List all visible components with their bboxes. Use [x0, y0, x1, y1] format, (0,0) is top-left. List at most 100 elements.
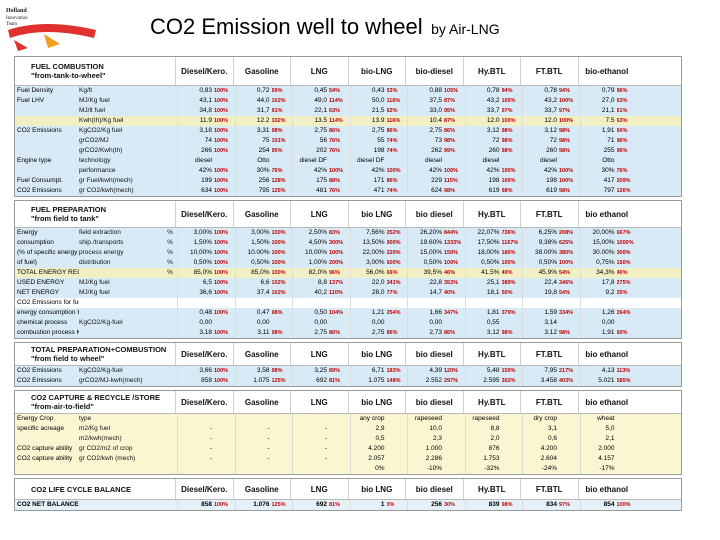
table-cell: 1,59 334% [522, 308, 580, 318]
cell-percent: 63% [616, 118, 628, 124]
cell-value: 22,07% [477, 229, 500, 236]
section-header: CO2 CAPTURE & RECYCLE /STORE "from-air-to… [15, 391, 681, 414]
table-cell: 2.000 [579, 444, 638, 454]
cell-value: 0,83 [199, 87, 212, 94]
cell-percent: 100% [214, 230, 229, 236]
cell-value: 85,0% [251, 269, 270, 276]
cell-value: 797 [603, 187, 615, 194]
cell-percent [617, 424, 637, 434]
cell-percent: 341% [386, 280, 401, 286]
table-cell: 0,79 96% [579, 86, 638, 96]
table-cell: 0,45 54% [292, 86, 350, 96]
cell-value: 634 [201, 187, 212, 194]
cell-percent: 98% [501, 128, 513, 134]
cell-percent: 200% [329, 260, 344, 266]
page-title: CO2 Emission well to wheel by Air-LNG [150, 14, 710, 40]
cell-percent: 94% [559, 88, 571, 94]
table-cell: 1,66 347% [407, 308, 465, 318]
column-header: bio-LNG [347, 57, 406, 85]
row-label: gr CO2/kwh (mech) [79, 455, 136, 462]
table-cell: 12.0 100% [522, 116, 580, 126]
cell-value: 481 [316, 187, 327, 194]
cell-percent: 100% [559, 260, 574, 266]
cell-percent [214, 444, 234, 454]
row-label [163, 86, 177, 96]
cell-value: 2,75 [371, 329, 385, 336]
row-label [163, 328, 177, 338]
cell-percent [502, 414, 522, 424]
cell-percent [617, 414, 637, 424]
cell-percent: 900% [386, 240, 401, 246]
table-cell: 10,00% 100% [177, 248, 235, 258]
cell-value: 7,95 [544, 367, 557, 374]
cell-percent: 86% [444, 128, 456, 134]
cell-percent: 100% [501, 168, 516, 174]
section-title-line: CO2 LIFE CYCLE BALANCE [31, 484, 132, 494]
cell-value: - [209, 435, 212, 442]
row-label: CO2 NET BALANCE gr.CO2/kwh(mech) [17, 501, 79, 508]
cell-percent: 98% [501, 330, 513, 336]
row-label: KgCO2/Kg fuel [79, 127, 123, 134]
column-header: Gasoline [232, 391, 291, 413]
cell-value: 2.595 [483, 377, 500, 384]
table-cell: 30.00% 300% [579, 248, 638, 258]
cell-value: 72 [549, 137, 557, 144]
cell-percent: 97% [559, 108, 571, 114]
cell-value: 171 [373, 177, 385, 184]
row-label: KgCO2/Kg-fuel [79, 319, 123, 326]
cell-value: 10,00% [304, 249, 327, 256]
table-cell: 260 98% [522, 146, 580, 156]
cell-percent: 102% [271, 280, 286, 286]
cell-value: 266 [201, 147, 212, 154]
cell-percent: 102% [271, 98, 286, 104]
cell-percent [214, 298, 234, 308]
table-cell: 13,50% 900% [349, 238, 408, 248]
table-cell: 56,0% 66% [349, 268, 408, 278]
cell-percent: 62% [386, 108, 398, 114]
table-cell: 2.286 [407, 454, 465, 464]
row-label: % [167, 269, 173, 276]
section-s4: CO2 CAPTURE & RECYCLE /STORE "from-air-to… [14, 390, 682, 475]
cell-percent: 625% [559, 240, 574, 246]
table-cell: 34,8 100% [177, 106, 235, 116]
table-cell: 34,3% 40% [579, 268, 638, 278]
cell-percent [214, 454, 234, 464]
cell-percent: 100% [214, 98, 229, 104]
cell-value: 6,5 [202, 279, 212, 286]
table-cell: 202 76% [292, 146, 350, 156]
table-cell: 3,18 100% [177, 126, 235, 136]
table-cell: 15,00% 150% [407, 248, 465, 258]
table-cell: 7,95 217% [522, 366, 580, 376]
table-cell: 198 100% [522, 176, 580, 186]
column-header: FT.BTL [520, 201, 578, 227]
cell-percent: 300% [616, 250, 631, 256]
cell-value: 692 [316, 501, 327, 508]
cell-percent: 100% [271, 270, 286, 276]
table-cell: 73 98% [407, 136, 465, 146]
table-cell: 3,25 89% [292, 366, 350, 376]
cell-value: 14,7 [429, 289, 442, 296]
cell-value: 4.200 [540, 445, 557, 452]
table-row: CO2 Emissions gr CO2/kwh(mech) 634 100% 795 1… [15, 186, 681, 196]
row-label: % [167, 259, 173, 266]
cell-percent: 76% [329, 138, 341, 144]
cell-percent: 25% [616, 290, 628, 296]
cell-value: 4,39 [429, 367, 442, 374]
table-cell: 171 86% [349, 176, 408, 186]
table-cell: 2,75 86% [407, 126, 465, 136]
cell-percent: 77% [386, 290, 398, 296]
title-main: CO2 Emission well to wheel [150, 14, 423, 39]
table-row: grCO2/MJ 74 100% 75 101% 56 76% 55 74% 73 98% 72 98%… [15, 136, 681, 146]
section-title-line: "from-air-to-field" [31, 402, 94, 411]
table-cell: 2,3 [407, 434, 465, 444]
cell-percent [617, 298, 637, 308]
row-label: MJ/lt fuel [79, 107, 106, 114]
cell-value: 0,00 [256, 319, 270, 326]
cell-percent [329, 414, 349, 424]
cell-value: - [267, 435, 270, 442]
row-label: technology [79, 157, 111, 164]
table-cell: 797 126% [579, 186, 638, 196]
cell-percent: 100% [214, 260, 229, 266]
table-cell: 6,5 100% [177, 278, 235, 288]
column-header: FT.BTL [520, 479, 578, 499]
